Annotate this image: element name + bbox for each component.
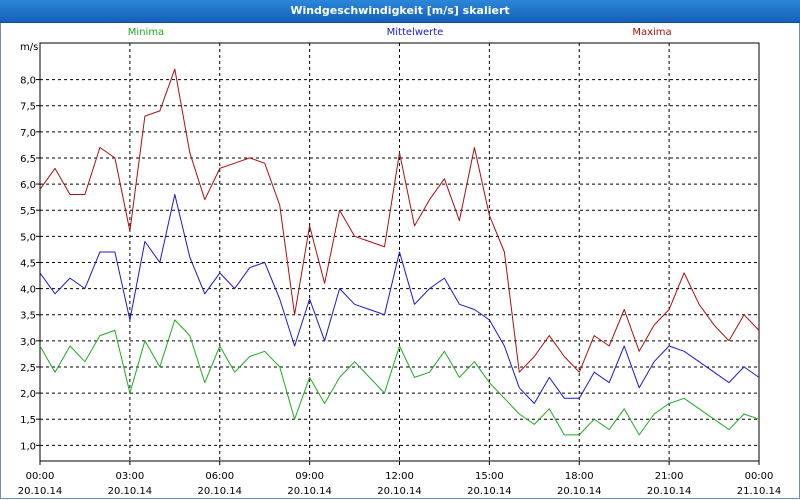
x-tick-time-label: 21:00	[655, 471, 684, 482]
chart-title: Windgeschwindigkeit [m/s] skaliert	[0, 0, 800, 23]
x-tick-time-label: 18:00	[565, 471, 594, 482]
y-axis: 1,0 1,5 2,0 2,5 3,0 3,5 4,0 4,5 5,0 5,5 6,0 6,5 7,0 7…	[20, 76, 40, 452]
y-tick-label: 7,0	[20, 128, 36, 139]
y-tick-label: 2,5	[20, 363, 36, 374]
x-tick-date-label: 20.10.14	[108, 486, 153, 497]
x-tick-date-label: 20.10.14	[287, 486, 332, 497]
x-tick-date-label: 20.10.14	[647, 486, 692, 497]
x-tick-time-label: 09:00	[295, 471, 324, 482]
series-line-maxima	[39, 68, 760, 373]
x-tick-date-label: 21.10.14	[737, 486, 782, 497]
series-line-mittelwerte	[39, 194, 760, 404]
x-tick-time-label: 12:00	[385, 471, 414, 482]
legend-entry-mittelwerte: Mittelwerte	[387, 27, 444, 38]
y-tick-label: 2,0	[20, 389, 36, 400]
y-tick-label: 4,0	[20, 285, 36, 296]
y-tick-label: 1,5	[20, 415, 36, 426]
x-tick-date-label: 20.10.14	[377, 486, 422, 497]
y-tick-label: 3,5	[20, 311, 36, 322]
x-tick-time-label: 00:00	[745, 471, 774, 482]
y-axis-label: m/s	[20, 42, 38, 53]
x-tick-date-label: 20.10.14	[18, 486, 63, 497]
series-lines	[39, 68, 760, 436]
y-tick-label: 4,5	[20, 258, 36, 269]
x-tick-date-label: 20.10.14	[557, 486, 602, 497]
legend-entry-maxima: Maxima	[632, 27, 671, 38]
y-tick-label: 1,0	[20, 441, 36, 452]
y-tick-label: 7,5	[20, 102, 36, 113]
x-tick-date-label: 20.10.14	[467, 486, 512, 497]
x-tick-time-label: 06:00	[205, 471, 234, 482]
x-axis: 00:00 20.10.14 03:00 20.10.14 06:00 20.10.14 0…	[18, 461, 782, 497]
legend-entry-minima: Minima	[128, 27, 164, 38]
y-tick-label: 6,5	[20, 154, 36, 165]
y-tick-label: 3,0	[20, 337, 36, 348]
x-tick-time-label: 00:00	[26, 471, 55, 482]
y-tick-label: 8,0	[20, 76, 36, 87]
y-tick-label: 5,0	[20, 232, 36, 243]
x-tick-time-label: 03:00	[115, 471, 144, 482]
series-line-minima	[39, 319, 760, 436]
x-tick-time-label: 15:00	[475, 471, 504, 482]
y-tick-label: 6,0	[20, 180, 36, 191]
y-tick-label: 5,5	[20, 206, 36, 217]
x-tick-date-label: 20.10.14	[197, 486, 242, 497]
legend: Minima Mittelwerte Maxima	[128, 27, 672, 38]
